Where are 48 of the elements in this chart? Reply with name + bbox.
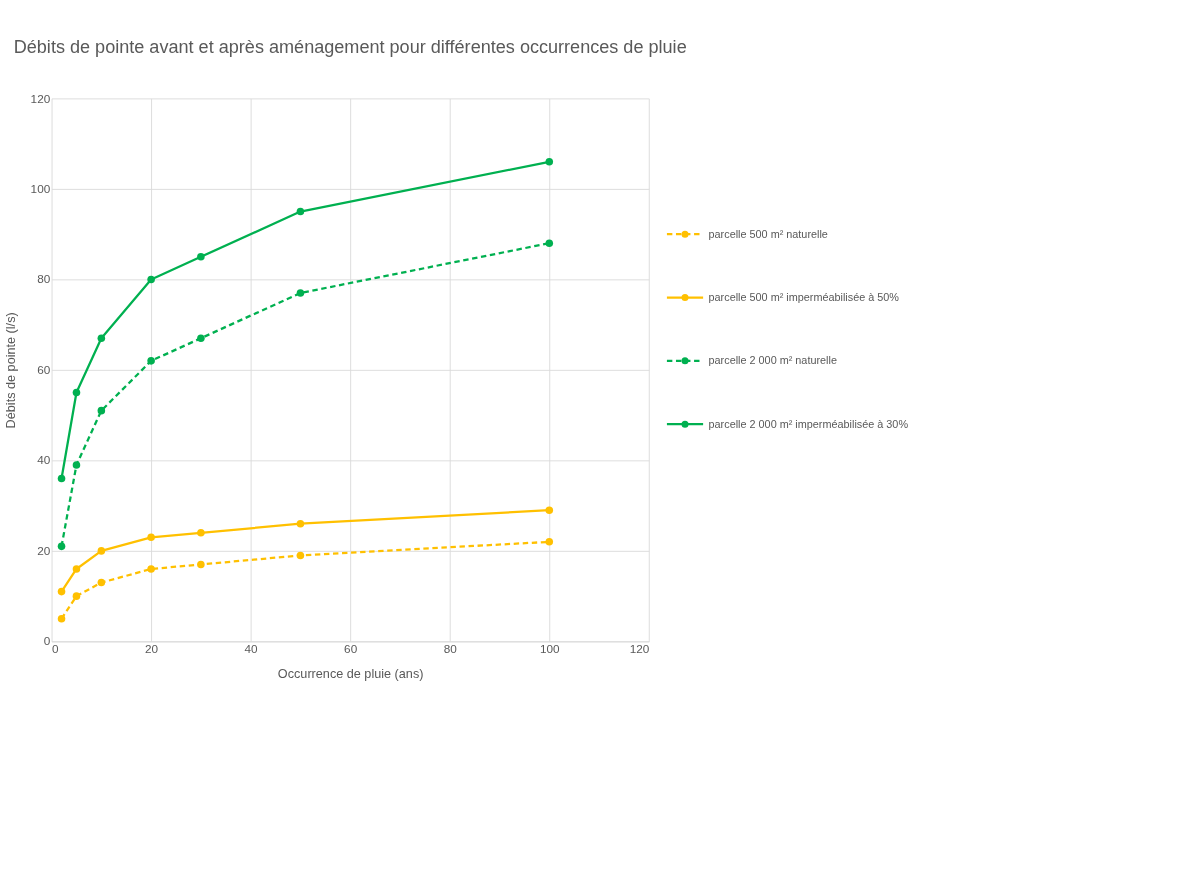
point [147,533,155,542]
point [72,592,81,600]
point [147,565,155,573]
point [545,158,554,166]
point [57,587,66,596]
legend-label: parcelle 2 000 m² naturelle [708,354,837,367]
point [545,506,554,514]
point [72,461,81,469]
y-tick-label: 80 [37,272,51,286]
point [296,519,305,528]
point [57,542,66,551]
point [57,474,66,483]
point [97,334,106,343]
point [97,406,106,415]
x-tick-label: 80 [443,641,458,655]
point [147,357,155,365]
y-tick-label: 60 [37,362,51,376]
point [545,538,554,546]
point [197,529,205,537]
x-tick-label: 40 [244,641,259,655]
point [97,578,106,587]
y-tick-label: 100 [30,182,51,195]
point [147,275,155,284]
point [72,388,81,397]
point [197,560,205,569]
y-tick-label: 120 [30,91,51,105]
x-tick-label: 20 [145,641,159,655]
point [72,565,81,573]
legend-label: parcelle 500 m² naturelle [708,227,828,240]
point [197,253,205,261]
y-tick-label: 20 [37,543,51,557]
legend-label: parcelle 2 000 m² imperméabilisée à 30% [708,417,909,430]
point [296,207,305,216]
x-tick-label: 0 [52,641,60,655]
x-tick-label: 120 [629,641,650,655]
y-axis-title: Débits de pointe (l/s) [4,312,19,429]
chart-title: Débits de pointe avant et après aménagement pour différentes occurrences de pluie [13,37,687,58]
x-axis-title: Occurrence de pluie (ans) [277,667,424,682]
y-tick-label: 40 [37,453,51,467]
x-tick-label: 60 [344,641,358,655]
point [57,614,66,623]
legend-label: parcelle 500 m² imperméabilisée à 50% [708,291,900,304]
x-tick-label: 100 [539,641,560,655]
point [296,551,305,560]
point [97,547,106,555]
point [296,289,305,297]
point [197,334,205,343]
point [545,239,554,247]
